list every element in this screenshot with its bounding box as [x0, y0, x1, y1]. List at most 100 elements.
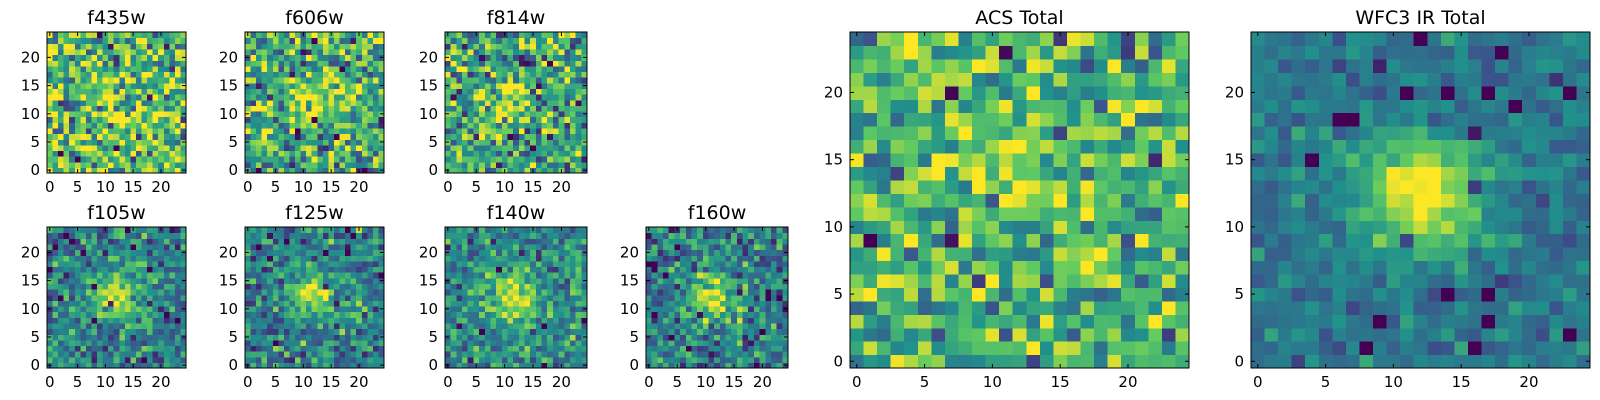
- heatmap-cell: [74, 351, 81, 358]
- heatmap-cell: [1107, 166, 1122, 181]
- heatmap-cell: [1012, 166, 1027, 181]
- heatmap-cell: [742, 232, 749, 239]
- heatmap-cell: [174, 272, 182, 279]
- heatmap-cell: [367, 260, 374, 268]
- heatmap-cell: [350, 105, 357, 112]
- heatmap-cell: [63, 266, 70, 273]
- y-tick-label: 0: [30, 356, 40, 374]
- heatmap-cell: [163, 294, 170, 301]
- heatmap-cell: [904, 206, 919, 221]
- heatmap-cell: [97, 243, 104, 251]
- heatmap-cell: [113, 266, 120, 273]
- heatmap-cell: [63, 150, 70, 157]
- heatmap-cell: [697, 334, 704, 341]
- heatmap-cell: [356, 289, 363, 296]
- heatmap-cell: [674, 345, 681, 352]
- heatmap-cell: [467, 60, 474, 67]
- heatmap-cell: [547, 105, 554, 112]
- heatmap-cell: [124, 65, 131, 73]
- heatmap-cell: [97, 82, 104, 89]
- heatmap-cell: [456, 88, 463, 95]
- heatmap-cell: [372, 37, 380, 44]
- heatmap-cell: [169, 127, 176, 135]
- heatmap-cell: [256, 345, 263, 352]
- heatmap-cell: [135, 139, 143, 146]
- heatmap-cell: [267, 82, 274, 89]
- heatmap-cell: [547, 356, 554, 363]
- heatmap-cell: [130, 232, 137, 239]
- y-tick-label: 5: [629, 328, 639, 346]
- heatmap-cell: [850, 314, 865, 329]
- heatmap-cell: [569, 82, 577, 89]
- heatmap-cell: [317, 94, 324, 101]
- heatmap-cell: [361, 54, 368, 61]
- heatmap-cell: [1026, 247, 1041, 262]
- heatmap-cell: [651, 300, 658, 307]
- heatmap-cell: [552, 283, 560, 290]
- heatmap-cell: [141, 311, 148, 318]
- heatmap-cell: [163, 71, 170, 78]
- heatmap-cell: [541, 232, 548, 239]
- heatmap-cell: [267, 99, 274, 106]
- heatmap-cell: [753, 334, 761, 341]
- heatmap-cell: [102, 127, 109, 135]
- heatmap-cell: [547, 227, 554, 234]
- heatmap-cell: [300, 37, 307, 44]
- heatmap-cell: [58, 54, 65, 61]
- heatmap-cell: [496, 305, 503, 313]
- heatmap-cell: [91, 238, 98, 245]
- heatmap-cell: [456, 94, 463, 101]
- heatmap-cell: [445, 317, 452, 324]
- heatmap-cell: [372, 122, 380, 129]
- heatmap-cell: [736, 255, 744, 262]
- heatmap-cell: [680, 351, 687, 358]
- heatmap-cell: [147, 94, 154, 101]
- heatmap-cell: [361, 283, 368, 290]
- heatmap-cell: [289, 362, 296, 369]
- heatmap-cell: [278, 150, 285, 157]
- heatmap-cell: [69, 249, 76, 256]
- heatmap-cell: [85, 65, 93, 73]
- heatmap-cell: [535, 334, 543, 341]
- heatmap-cell: [350, 71, 357, 78]
- heatmap-cell: [484, 161, 492, 168]
- heatmap-cell: [152, 60, 159, 67]
- heatmap-cell: [575, 362, 582, 369]
- heatmap-cell: [283, 328, 291, 335]
- heatmap-cell: [378, 311, 385, 318]
- heatmap-cell: [289, 139, 296, 146]
- heatmap-cell: [317, 311, 324, 318]
- heatmap-cell: [169, 255, 176, 262]
- heatmap-cell: [300, 156, 307, 163]
- heatmap-cell: [250, 277, 257, 284]
- heatmap-cell: [163, 110, 170, 118]
- heatmap-cell: [490, 356, 497, 363]
- heatmap-cell: [141, 255, 148, 262]
- heatmap-cell: [250, 351, 257, 358]
- heatmap-cell: [339, 243, 346, 251]
- heatmap-cell: [283, 260, 291, 268]
- heatmap-cell: [524, 255, 531, 262]
- heatmap-cell: [80, 305, 87, 313]
- heatmap-cell: [850, 233, 865, 248]
- heatmap-cell: [306, 266, 313, 273]
- heatmap-cell: [350, 345, 357, 352]
- heatmap-cell: [74, 289, 81, 296]
- heatmap-cell: [311, 272, 318, 279]
- heatmap-cell: [651, 311, 658, 318]
- heatmap-cell: [47, 283, 54, 290]
- heatmap-cell: [1012, 193, 1027, 208]
- heatmap-cell: [657, 300, 664, 307]
- heatmap-cell: [1012, 179, 1027, 194]
- heatmap-cell: [174, 32, 182, 39]
- heatmap-cell: [289, 43, 296, 50]
- heatmap-cell: [708, 294, 715, 301]
- heatmap-cell: [163, 334, 170, 341]
- heatmap-cell: [581, 322, 588, 330]
- heatmap-cell: [558, 334, 565, 341]
- heatmap-cell: [513, 48, 520, 56]
- heatmap-cell: [691, 283, 698, 290]
- heatmap-cell: [158, 127, 165, 135]
- heatmap-cell: [985, 179, 1000, 194]
- heatmap-cell: [119, 277, 126, 284]
